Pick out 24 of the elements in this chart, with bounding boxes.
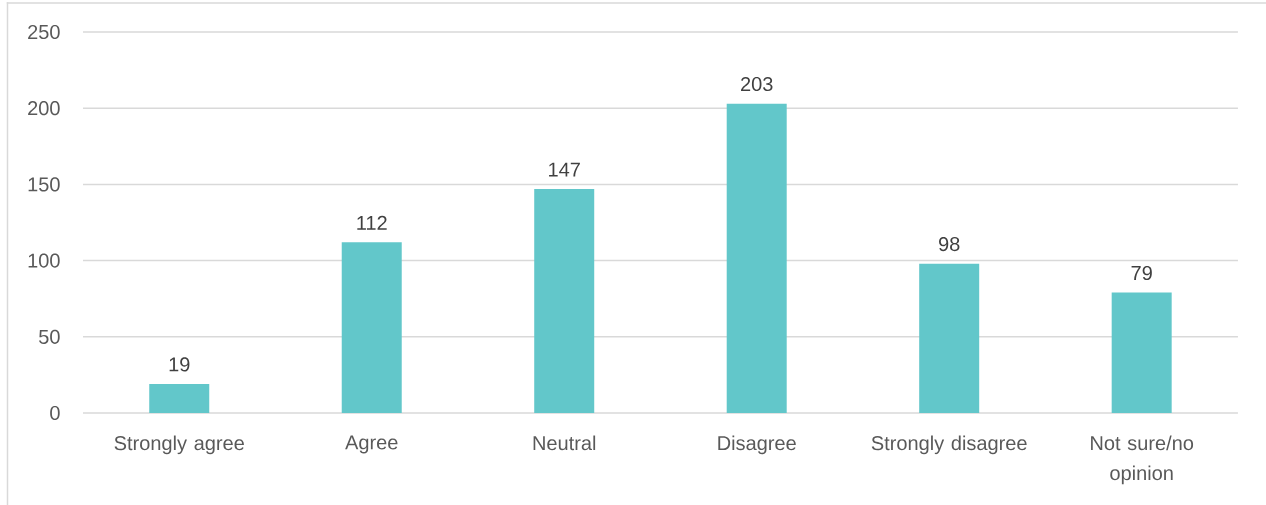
- data-label: 203: [741, 76, 773, 92]
- bar: [149, 384, 210, 413]
- y-tick-label: 250: [28, 24, 60, 40]
- y-tick-label: 50: [39, 329, 60, 344]
- x-tick-label: Neutral: [533, 435, 596, 451]
- y-tick-label: 100: [28, 253, 60, 268]
- data-label: 79: [1131, 265, 1152, 281]
- data-label: 19: [169, 357, 190, 372]
- data-label: 98: [939, 236, 960, 252]
- x-tick-label: Strongly disagree: [871, 435, 1027, 455]
- y-tick-label: 0: [50, 405, 60, 421]
- x-tick-label: Agree: [345, 435, 398, 454]
- data-label: 147: [549, 162, 580, 177]
- y-tick-label: 150: [28, 177, 60, 192]
- bar: [1111, 292, 1172, 413]
- x-tick-label: Not sure/no opinion: [1091, 435, 1194, 485]
- x-tick-label: Disagree: [718, 435, 796, 455]
- bar: [919, 263, 980, 413]
- data-label: 112: [357, 215, 387, 230]
- bar: [341, 242, 402, 413]
- bar: [726, 103, 787, 413]
- bar: [534, 188, 595, 413]
- x-tick-label: Strongly agree: [114, 435, 244, 455]
- y-tick-label: 200: [28, 101, 60, 116]
